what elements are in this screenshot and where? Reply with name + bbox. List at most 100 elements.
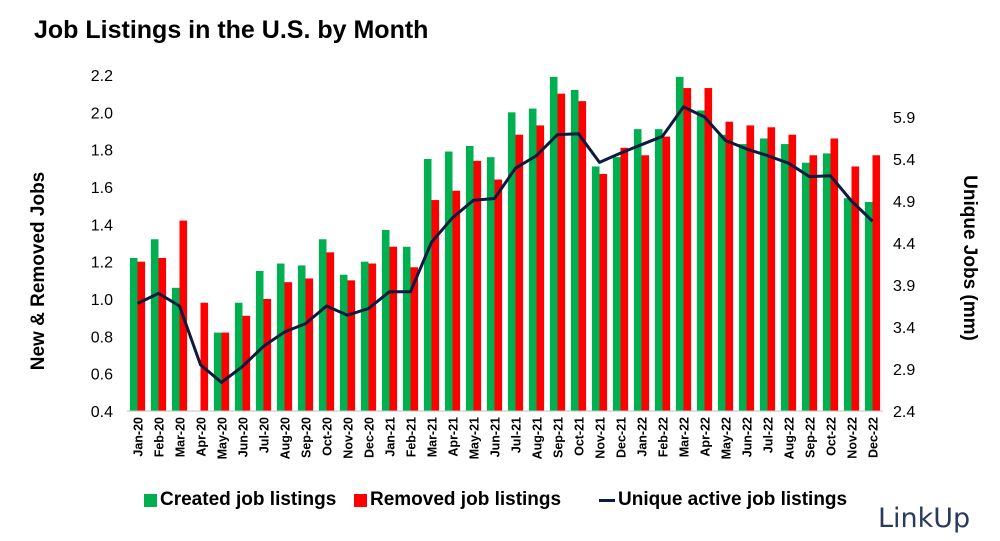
bar-removed (200, 302, 209, 411)
bar-created (738, 144, 747, 412)
x-tick-label: Sep-20 (300, 417, 314, 458)
x-tick-label: Mar-22 (678, 417, 692, 457)
x-tick-label: Dec-21 (615, 417, 629, 458)
bar-removed (410, 267, 419, 411)
bar-removed (578, 101, 587, 411)
bar-removed (326, 252, 335, 411)
x-tick-label: Sep-22 (804, 417, 818, 458)
x-tick-label: Aug-20 (279, 417, 293, 459)
x-tick-label: May-21 (468, 417, 482, 459)
bar-removed (158, 257, 167, 411)
bar-created (276, 263, 285, 411)
bar-removed (263, 299, 272, 411)
x-tick-label: Oct-20 (321, 417, 335, 456)
x-tick-label: Apr-22 (699, 417, 713, 457)
bar-removed (872, 155, 881, 411)
bar-removed (389, 246, 398, 411)
x-tick-label: Feb-20 (153, 417, 167, 457)
y-right-tick-label: 5.4 (893, 152, 915, 169)
x-tick-label: Nov-21 (594, 417, 608, 459)
y-right-tick-label: 4.9 (893, 194, 915, 211)
bar-created (402, 246, 411, 411)
y-right-tick-label: 2.4 (893, 404, 915, 421)
bar-created (297, 265, 306, 411)
bar-removed (305, 278, 314, 411)
bar-removed (557, 93, 566, 412)
bar-removed (851, 166, 860, 411)
bar-removed (599, 173, 608, 411)
bar-created (255, 271, 264, 411)
bar-removed (473, 160, 482, 411)
legend-label-unique: Unique active job listings (618, 489, 848, 510)
x-tick-label: Jun-20 (237, 417, 251, 457)
bar-created (465, 145, 474, 411)
bar-created (843, 198, 852, 411)
x-tick-label: Jun-22 (741, 417, 755, 457)
bar-removed (683, 88, 692, 412)
x-tick-label: Jul-22 (762, 417, 776, 453)
x-tick-label: May-22 (720, 417, 734, 459)
bar-removed (809, 155, 818, 411)
bar-removed (746, 125, 755, 412)
bar-created (633, 129, 642, 411)
bar-created (213, 332, 222, 411)
x-tick-label: Jul-20 (258, 417, 272, 453)
x-tick-label: Sep-21 (552, 417, 566, 458)
x-tick-label: Feb-21 (405, 417, 419, 457)
y-left-tick-label: 1.4 (91, 217, 113, 234)
bar-created (486, 157, 495, 411)
x-tick-label: Oct-22 (825, 417, 839, 456)
y-left-tick-label: 1.8 (91, 143, 113, 160)
y-right-tick-label: 5.9 (893, 110, 915, 127)
legend-swatch-unique (599, 498, 615, 502)
y-left-tick-label: 2.2 (91, 68, 113, 85)
bar-created (549, 76, 558, 411)
y-right-tick-label: 4.4 (893, 236, 915, 253)
bar-created (570, 89, 579, 411)
bar-created (318, 239, 327, 411)
bar-created (675, 76, 684, 411)
x-tick-label: Aug-21 (531, 417, 545, 459)
x-tick-label: Apr-20 (195, 417, 209, 457)
bar-created (822, 153, 831, 411)
bar-removed (452, 190, 461, 411)
bar-created (528, 108, 537, 411)
y-left-tick-label: 2.0 (91, 105, 113, 122)
x-tick-label: Jun-21 (489, 417, 503, 457)
x-tick-label: Jan-20 (132, 417, 146, 457)
bar-removed (536, 125, 545, 412)
y-left-tick-label: 1.6 (91, 180, 113, 197)
y-left-tick-label: 0.4 (91, 404, 113, 421)
y-left-tick-label: 0.8 (91, 329, 113, 346)
bar-created (423, 159, 432, 411)
bar-created (780, 144, 789, 412)
bar-created (864, 201, 873, 411)
chart-title: Job Listings in the U.S. by Month (34, 16, 429, 44)
bar-removed (725, 121, 734, 412)
x-tick-label: Nov-22 (846, 417, 860, 459)
x-tick-label: Nov-20 (342, 417, 356, 459)
bar-created (129, 257, 138, 411)
y-left-tick-label: 1.2 (91, 255, 113, 272)
x-tick-label: Mar-21 (426, 417, 440, 457)
bar-created (507, 112, 516, 411)
bar-created (591, 166, 600, 411)
legend-swatch-removed (354, 493, 367, 507)
bar-created (171, 287, 180, 411)
legend-swatch-created (144, 493, 157, 507)
x-tick-label: Dec-22 (867, 417, 881, 458)
y-right-tick-label: 3.4 (893, 320, 915, 337)
y-left-tick-label: 0.6 (91, 367, 113, 384)
linkup-logo: LinkUp (878, 503, 971, 534)
bar-created (801, 162, 810, 411)
x-tick-label: Apr-21 (447, 417, 461, 457)
bar-removed (137, 261, 146, 411)
y-right-tick-label: 3.9 (893, 278, 915, 295)
y-left-tick-label: 1.0 (91, 292, 113, 309)
bar-removed (221, 332, 230, 411)
bar-removed (767, 127, 776, 412)
x-tick-label: Jan-22 (636, 417, 650, 457)
bar-removed (284, 282, 293, 411)
bar-removed (431, 200, 440, 411)
